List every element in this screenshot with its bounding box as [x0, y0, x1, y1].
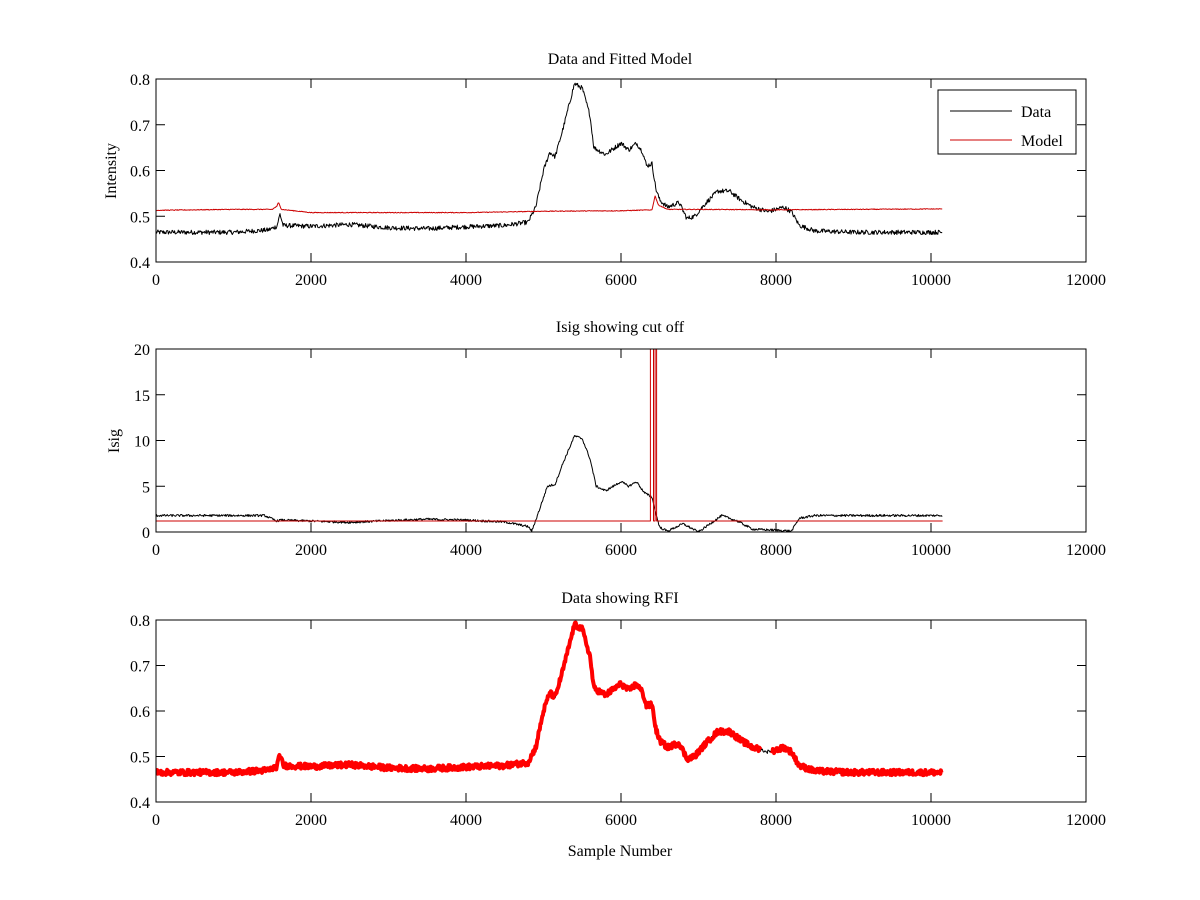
legend-data-label: Data: [1021, 104, 1051, 121]
panel-2-ytick-label: 15: [134, 388, 150, 405]
panel-1-xtick-label: 8000: [760, 272, 792, 289]
panel-1-title: Data and Fitted Model: [548, 51, 693, 68]
panel-3-xlabel: Sample Number: [568, 843, 673, 860]
panel-3-xtick-label: 0: [152, 812, 160, 829]
panel-2-xtick-label: 8000: [760, 542, 792, 559]
panel-1-series-group: [156, 82, 943, 236]
panel-1-ylabel: Intensity: [103, 143, 120, 199]
legend-model-label: Model: [1021, 133, 1063, 150]
panel-2-ytick-label: 20: [134, 342, 150, 359]
panel-3-ytick-label: 0.5: [130, 750, 150, 767]
panel-2-xtick-label: 12000: [1066, 542, 1106, 559]
panel-3-ytick-label: 0.7: [130, 659, 150, 676]
panel-1-xtick-label: 10000: [911, 272, 951, 289]
panel-3-series-group: [156, 620, 944, 778]
panel-2-series-line-2: [156, 349, 943, 522]
panel-1: Data and Fitted Model Intensity 0 2000 400…: [103, 51, 1106, 289]
panel-3-xtick-label: 10000: [911, 812, 951, 829]
panel-2-ylabel: Isig: [106, 429, 123, 453]
panel-3-plot-area: 0 2000 4000 6000 8000 10000 12000 0.4 0.5 0.6 0.7 0…: [130, 613, 1106, 829]
panel-2-xtick-label: 0: [152, 542, 160, 559]
panel-1-xtick-label: 4000: [450, 272, 482, 289]
panel-2-xtick-label: 4000: [450, 542, 482, 559]
panel-3-xtick-label: 8000: [760, 812, 792, 829]
legend-box: [937, 89, 1077, 155]
panel-2-title: Isig showing cut off: [556, 319, 685, 336]
panel-3-ytick-label: 0.4: [130, 795, 150, 812]
panel-1-xtick-label: 0: [152, 272, 160, 289]
panel-1-ytick-label: 0.5: [130, 209, 150, 226]
panel-1-ytick-label: 0.7: [130, 118, 150, 135]
panel-2-plot-area: 0 2000 4000 6000 8000 10000 12000 0 5 10 15 20: [134, 342, 1106, 559]
panel-3-xtick-label: 2000: [295, 812, 327, 829]
panel-3: Data showing RFI Sample Number 0 2000 4000…: [130, 590, 1106, 860]
panel-1-series-data: [156, 82, 943, 236]
panel-3-xtick-label: 6000: [605, 812, 637, 829]
panel-1-xtick-label: 6000: [605, 272, 637, 289]
panel-2-xtick-label: 2000: [295, 542, 327, 559]
panel-1-ytick-label: 0.4: [130, 255, 150, 272]
legend: Data Model: [937, 89, 1077, 155]
panel-1-xtick-label: 2000: [295, 272, 327, 289]
panel-1-plot-area: 0 2000 4000 6000 8000 10000 12000 0.4 0.5 0.6 0.7 0…: [130, 72, 1106, 289]
panel-1-ytick-label: 0.6: [130, 164, 150, 181]
panel-1-series-model: [156, 195, 943, 214]
panel-2-ytick-label: 10: [134, 434, 150, 451]
panel-3-title: Data showing RFI: [561, 590, 678, 607]
panel-3-ytick-label: 0.6: [130, 704, 150, 721]
panel-3-xtick-label: 12000: [1066, 812, 1106, 829]
panel-1-xtick-label: 12000: [1066, 272, 1106, 289]
panel-1-ytick-label: 0.8: [130, 72, 150, 89]
panel-2-xtick-label: 10000: [911, 542, 951, 559]
panel-2: Isig showing cut off Isig 0 2000 4000 6000 8…: [106, 319, 1106, 559]
panel-3-ytick-label: 0.8: [130, 613, 150, 630]
panel-2-ytick-label: 0: [142, 525, 150, 542]
panel-3-xtick-label: 4000: [450, 812, 482, 829]
panel-2-series-group: [156, 349, 943, 532]
panel-2-xtick-label: 6000: [605, 542, 637, 559]
panel-2-ytick-label: 5: [142, 479, 150, 496]
panel-3-series-line-2: [156, 620, 944, 778]
